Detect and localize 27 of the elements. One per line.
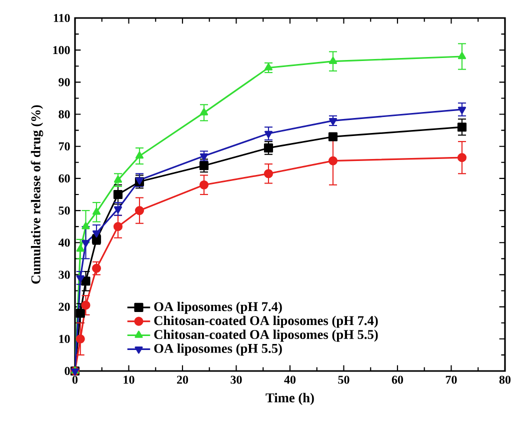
legend-label: OA liposomes (pH 7.4) xyxy=(154,302,282,314)
legend-label: Chitosan-coated OA liposomes (pH 7.4) xyxy=(154,316,378,328)
x-tick-label: 30 xyxy=(230,376,242,384)
y-tick-label: 60 xyxy=(58,174,70,183)
y-tick-label: 0 xyxy=(64,366,70,376)
y-tick-label: 100 xyxy=(53,46,70,54)
x-tick-label: 60 xyxy=(392,376,404,384)
y-axis-title: Cumulative release of drug (%) xyxy=(30,105,44,284)
x-tick-label: 10 xyxy=(124,376,134,384)
y-tick-label: 20 xyxy=(58,302,70,311)
y-tick-label: 90 xyxy=(58,78,70,86)
x-tick-label: 50 xyxy=(338,376,350,384)
x-tick-label: 40 xyxy=(284,376,296,384)
x-tick-label: 20 xyxy=(177,376,188,384)
x-axis-title: Time (h) xyxy=(266,392,314,406)
y-tick-label: 70 xyxy=(58,142,70,150)
x-tick-label: 70 xyxy=(446,376,457,384)
y-tick-label: 80 xyxy=(58,110,70,118)
y-tick-label: 30 xyxy=(58,270,70,279)
y-tick-label: 110 xyxy=(54,14,70,22)
legend-label: OA liposomes (pH 5.5) xyxy=(154,344,282,356)
x-tick-label: 0 xyxy=(72,376,78,384)
y-tick-label: 10 xyxy=(59,334,70,343)
legend-label: Chitosan-coated OA liposomes (pH 5.5) xyxy=(154,330,378,342)
y-tick-label: 50 xyxy=(58,206,70,215)
x-tick-label: 80 xyxy=(499,376,511,384)
y-tick-label: 40 xyxy=(58,238,70,247)
